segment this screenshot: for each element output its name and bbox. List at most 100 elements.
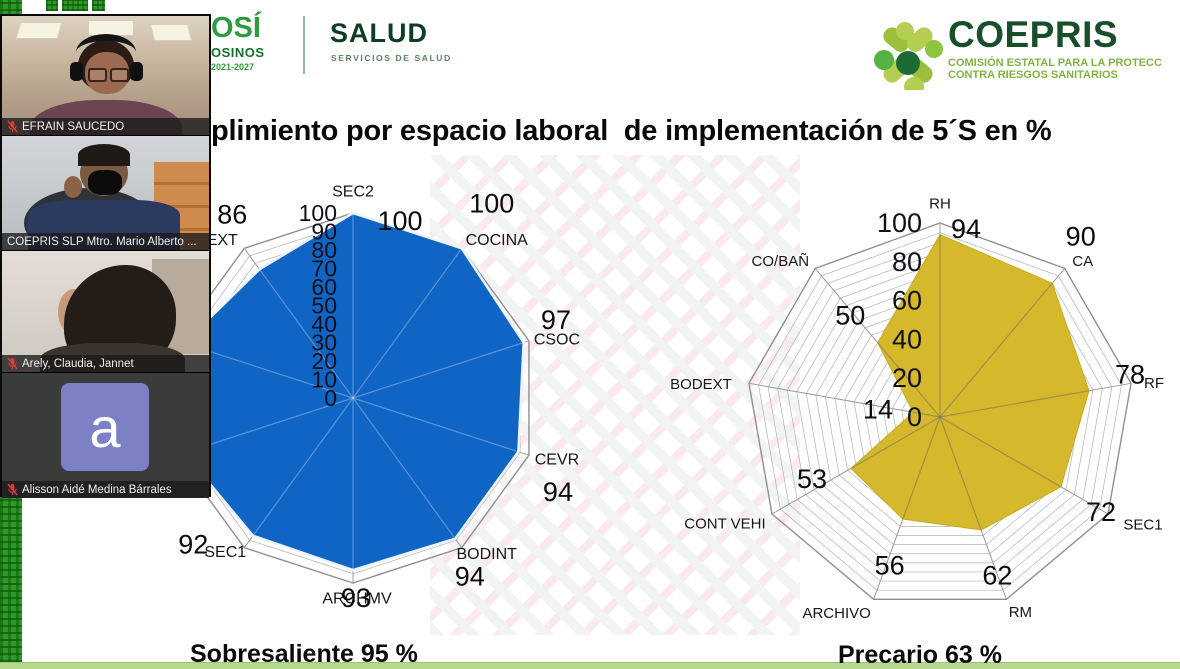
avatar: a <box>61 383 149 471</box>
axis-label: BODEXT <box>670 376 732 393</box>
tick-label: 100 <box>877 208 922 238</box>
muted-mic-icon <box>7 483 18 496</box>
value-label: 94 <box>543 477 573 507</box>
participant-name: COEPRIS SLP Mtro. Mario Alberto ... <box>7 235 197 248</box>
left-chart-caption: Sobresaliente 95 % <box>190 640 418 668</box>
axis-label: SEC1 <box>1123 517 1162 534</box>
salud-logo-subtitle: SERVICIOS DE SALUD <box>331 53 452 63</box>
tick-label: 50 <box>311 293 337 319</box>
headphone-cup <box>130 62 143 81</box>
value-label: 86 <box>217 199 247 229</box>
value-label: 50 <box>835 300 865 330</box>
value-label: 94 <box>455 562 485 592</box>
tick-label: 100 <box>299 200 337 226</box>
participant-name-bar: Alisson Aidé Medina Bárrales <box>2 481 209 498</box>
tick-label: 20 <box>892 363 922 393</box>
video-call-panel: EFRAIN SAUCEDO COEPRIS SLP Mtro. Mario A… <box>0 14 211 498</box>
data-polygon <box>850 234 1090 531</box>
grid-ring <box>777 251 1103 573</box>
axis-label: RM <box>1009 604 1032 621</box>
axis-label: RH <box>929 196 951 213</box>
grid-ring <box>758 232 1122 591</box>
value-label: 14 <box>863 394 893 424</box>
tick-label: 60 <box>892 286 922 316</box>
tick-label: 70 <box>311 256 337 282</box>
participant-name-bar: EFRAIN SAUCEDO <box>2 118 209 135</box>
avatar-letter: a <box>89 395 121 459</box>
ceiling-light <box>15 22 63 39</box>
value-label: 94 <box>951 214 981 244</box>
value-label: 92 <box>178 530 208 560</box>
axis-label: ARCHMV <box>322 591 392 608</box>
coepris-logo-title: COEPRIS <box>948 14 1119 55</box>
axis-label: CONT VEHI <box>684 516 765 533</box>
right-chart-caption: Precario 63 % <box>838 641 1002 669</box>
axis-spoke <box>748 382 941 418</box>
salud-logo: SALUD <box>330 18 428 48</box>
green-motif <box>62 0 88 11</box>
participant-name: Alisson Aidé Medina Bárrales <box>22 483 172 496</box>
participant-tile[interactable]: COEPRIS SLP Mtro. Mario Alberto ... <box>2 135 209 250</box>
muted-mic-icon <box>7 120 18 133</box>
grid-ring <box>767 242 1113 582</box>
value-label: 100 <box>469 188 514 218</box>
muted-mic-icon <box>7 357 18 370</box>
grid-ring <box>748 222 1132 601</box>
slp-logo-partial: OSÍ <box>211 12 261 44</box>
tick-label: 20 <box>311 348 337 374</box>
participant-hand <box>64 176 82 198</box>
glasses <box>88 68 107 82</box>
glasses <box>110 68 129 82</box>
axis-label: CEVR <box>535 452 579 469</box>
axis-label: SEC1 <box>204 544 246 561</box>
value-label: 100 <box>377 206 422 236</box>
green-motif <box>92 0 105 11</box>
tick-label: 30 <box>311 330 337 356</box>
coepris-logo-tagline: COMISIÓN ESTATAL PARA LA PROTECC <box>948 57 1162 69</box>
tick-label: 80 <box>311 237 337 263</box>
tick-label: 80 <box>892 247 922 277</box>
participant-name: Arely, Claudia, Jannet <box>22 357 134 370</box>
ceiling-light <box>149 24 193 41</box>
value-label: 56 <box>875 550 905 580</box>
value-label: 78 <box>1115 359 1145 389</box>
axis-label: EXT <box>207 232 238 249</box>
participant-hair <box>78 144 130 166</box>
participant-tile[interactable]: a Alisson Aidé Medina Bárrales <box>2 372 209 498</box>
participant-tile[interactable]: EFRAIN SAUCEDO <box>2 16 209 135</box>
coepris-logo-tagline2: CONTRA RIESGOS SANITARIOS <box>948 69 1118 81</box>
slp-logo-years: 2021-2027 <box>211 62 255 72</box>
axis-label: CO/BAÑ <box>752 253 810 270</box>
axis-label: SEC2 <box>332 184 374 201</box>
axis-label: CSOC <box>534 331 580 348</box>
face-mask <box>88 170 122 195</box>
axis-label: ARCHIVO <box>802 605 870 622</box>
bottom-green-bar <box>0 662 1180 669</box>
headphones <box>76 34 136 71</box>
tick-label: 0 <box>324 385 337 411</box>
value-label: 90 <box>1066 221 1096 251</box>
axis-label: RF <box>1144 375 1164 392</box>
tick-label: 40 <box>311 311 337 337</box>
slide-title: plimiento por espacio laboral de impleme… <box>211 115 1052 147</box>
headphone-cup <box>70 62 83 81</box>
logo-divider <box>303 16 305 74</box>
axis-label: COCINA <box>466 232 529 249</box>
data-polygon <box>182 211 525 572</box>
participant-tile[interactable]: Arely, Claudia, Jannet <box>2 250 209 372</box>
value-label: 72 <box>1086 497 1116 527</box>
value-label: 93 <box>341 583 371 613</box>
value-label: 62 <box>982 560 1012 590</box>
tick-label: 0 <box>907 402 922 432</box>
axis-label: CA <box>1072 253 1093 270</box>
green-motif <box>46 0 58 11</box>
tick-label: 90 <box>311 219 337 245</box>
slp-logo-partial-line2: OSINOS <box>211 45 265 60</box>
tick-label: 40 <box>892 324 922 354</box>
participant-name: EFRAIN SAUCEDO <box>22 120 125 133</box>
participant-name-bar: COEPRIS SLP Mtro. Mario Alberto ... <box>2 233 209 250</box>
axis-label: BODINT <box>457 546 518 563</box>
tick-label: 10 <box>311 367 337 393</box>
